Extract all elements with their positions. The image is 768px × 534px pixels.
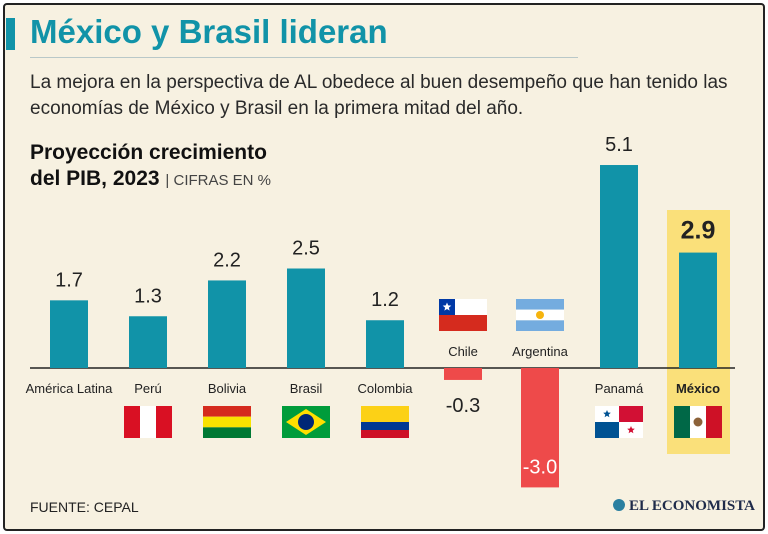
value-label-brasil: 2.5 bbox=[292, 238, 320, 260]
chart-units: | CIFRAS EN % bbox=[165, 172, 272, 189]
brand-name: EL ECONOMISTA bbox=[629, 498, 755, 514]
chart-units-text: CIFRAS EN % bbox=[173, 172, 272, 189]
value-label-argentina: -3.0 bbox=[523, 456, 557, 478]
value-label-bolivia: 2.2 bbox=[213, 249, 241, 271]
brazil-flag bbox=[282, 406, 330, 438]
title-divider bbox=[30, 57, 578, 58]
bar-argentina bbox=[521, 368, 559, 488]
source-note: FUENTE: CEPAL bbox=[30, 499, 139, 515]
value-label-chile: -0.3 bbox=[446, 395, 480, 417]
bar-america-latina bbox=[50, 300, 88, 368]
brand-logo: EL ECONOMISTA bbox=[613, 498, 755, 515]
category-label-argentina: Argentina bbox=[512, 344, 568, 359]
category-label-chile: Chile bbox=[448, 344, 478, 359]
bar-colombia bbox=[366, 320, 404, 368]
category-label-peru: Perú bbox=[134, 381, 161, 396]
bar-bolivia bbox=[208, 280, 246, 368]
argentina-flag bbox=[516, 299, 564, 331]
category-label-mexico: México bbox=[676, 381, 720, 396]
colombia-flag bbox=[361, 406, 409, 438]
value-label-mexico: 2.9 bbox=[681, 217, 716, 245]
category-label-colombia: Colombia bbox=[358, 381, 414, 396]
peru-flag bbox=[124, 406, 172, 438]
category-label-brasil: Brasil bbox=[290, 381, 323, 396]
value-label-peru: 1.3 bbox=[134, 285, 162, 307]
chile-flag bbox=[439, 299, 487, 331]
chart-title-line2: del PIB, 2023 bbox=[30, 167, 160, 190]
bolivia-flag bbox=[203, 406, 251, 438]
category-label-bolivia: Bolivia bbox=[208, 381, 247, 396]
bar-panama bbox=[600, 165, 638, 368]
chart-title-line1: Proyección crecimiento bbox=[30, 141, 267, 164]
logo-icon bbox=[613, 499, 625, 511]
chart-title: Proyección crecimiento del PIB, 2023 | C… bbox=[30, 140, 271, 194]
bar-chile bbox=[444, 368, 482, 380]
bar-mexico bbox=[679, 252, 717, 368]
value-label-panama: 5.1 bbox=[605, 134, 633, 156]
bar-brasil bbox=[287, 268, 325, 368]
subtitle: La mejora en la perspectiva de AL obedec… bbox=[30, 72, 728, 119]
category-label-panama: Panamá bbox=[595, 381, 644, 396]
bar-peru bbox=[129, 316, 167, 368]
category-label-america-latina: América Latina bbox=[26, 381, 113, 396]
page-title: México y Brasil lideran bbox=[30, 13, 388, 50]
value-label-america-latina: 1.7 bbox=[55, 269, 83, 291]
panama-flag bbox=[595, 406, 643, 438]
value-label-colombia: 1.2 bbox=[371, 289, 399, 311]
mexico-flag bbox=[674, 406, 722, 438]
title-accent-bar bbox=[6, 18, 15, 50]
